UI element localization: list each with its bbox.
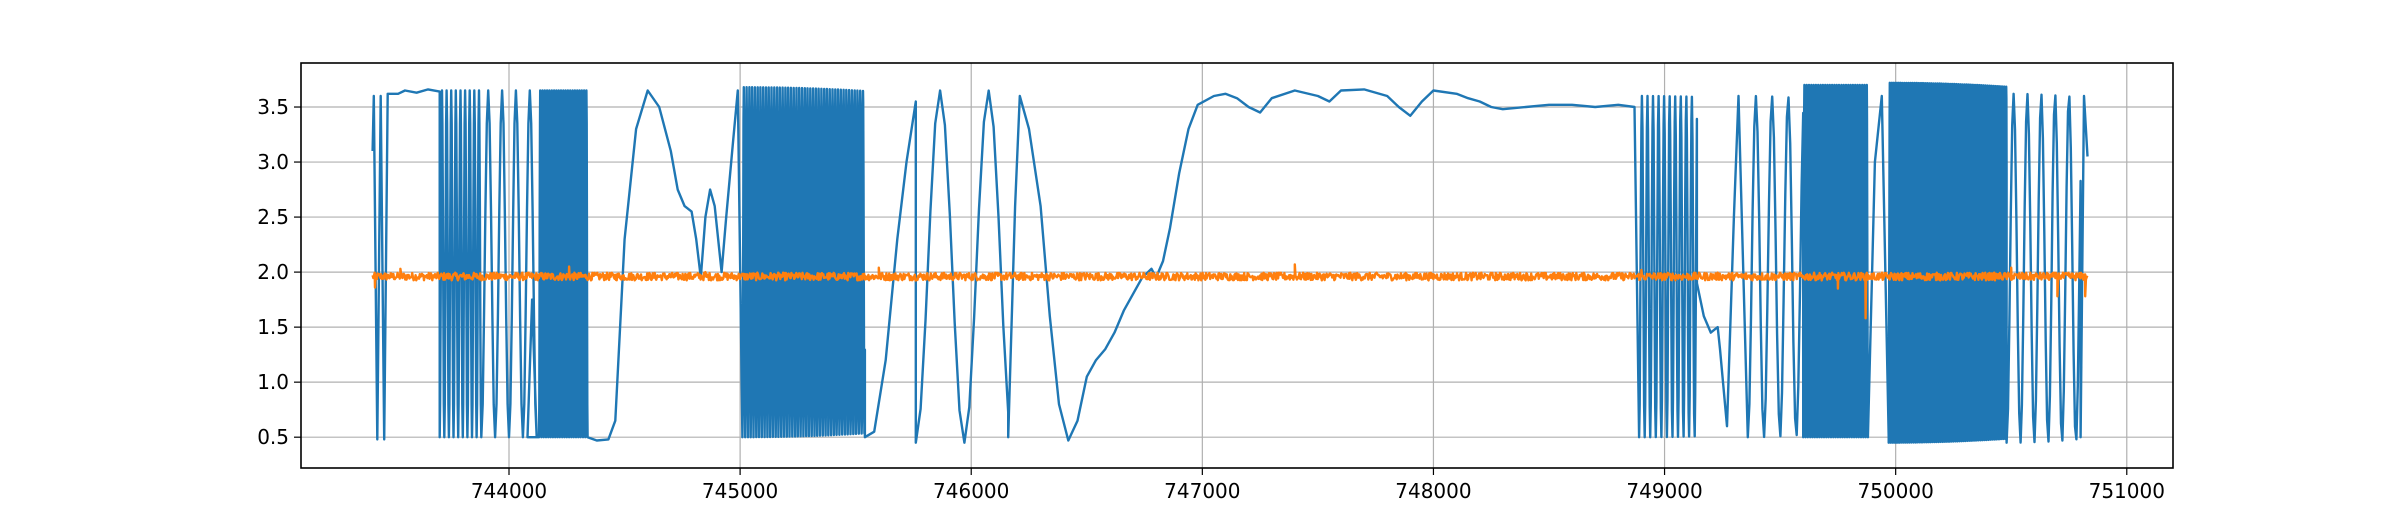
x-tick-label: 748000	[1395, 479, 1471, 503]
series-layer	[371, 81, 2089, 444]
x-tick-label: 746000	[933, 479, 1009, 503]
plot-frame	[300, 62, 2174, 469]
x-tick-label: 751000	[2089, 479, 2165, 503]
series-1-line	[371, 81, 2089, 444]
y-tick-label: 1.0	[257, 370, 289, 394]
x-tick-label: 747000	[1164, 479, 1240, 503]
x-tick-label: 744000	[471, 479, 547, 503]
series-2-line	[371, 263, 2089, 320]
x-axis: 744000 745000 746000 747000 748000 749000 7500…	[471, 468, 2165, 503]
x-tick-label: 749000	[1626, 479, 1702, 503]
y-tick-label: 2.0	[257, 260, 289, 284]
y-tick-label: 1.5	[257, 315, 289, 339]
y-tick-label: 2.5	[257, 205, 289, 229]
y-tick-label: 3.5	[257, 95, 289, 119]
x-tick-label: 750000	[1857, 479, 1933, 503]
x-tick-label: 745000	[702, 479, 778, 503]
y-tick-label: 0.5	[257, 425, 289, 449]
y-tick-label: 3.0	[257, 150, 289, 174]
y-axis: 0.5 1.0 1.5 2.0 2.5 3.0 3.5	[257, 95, 301, 449]
